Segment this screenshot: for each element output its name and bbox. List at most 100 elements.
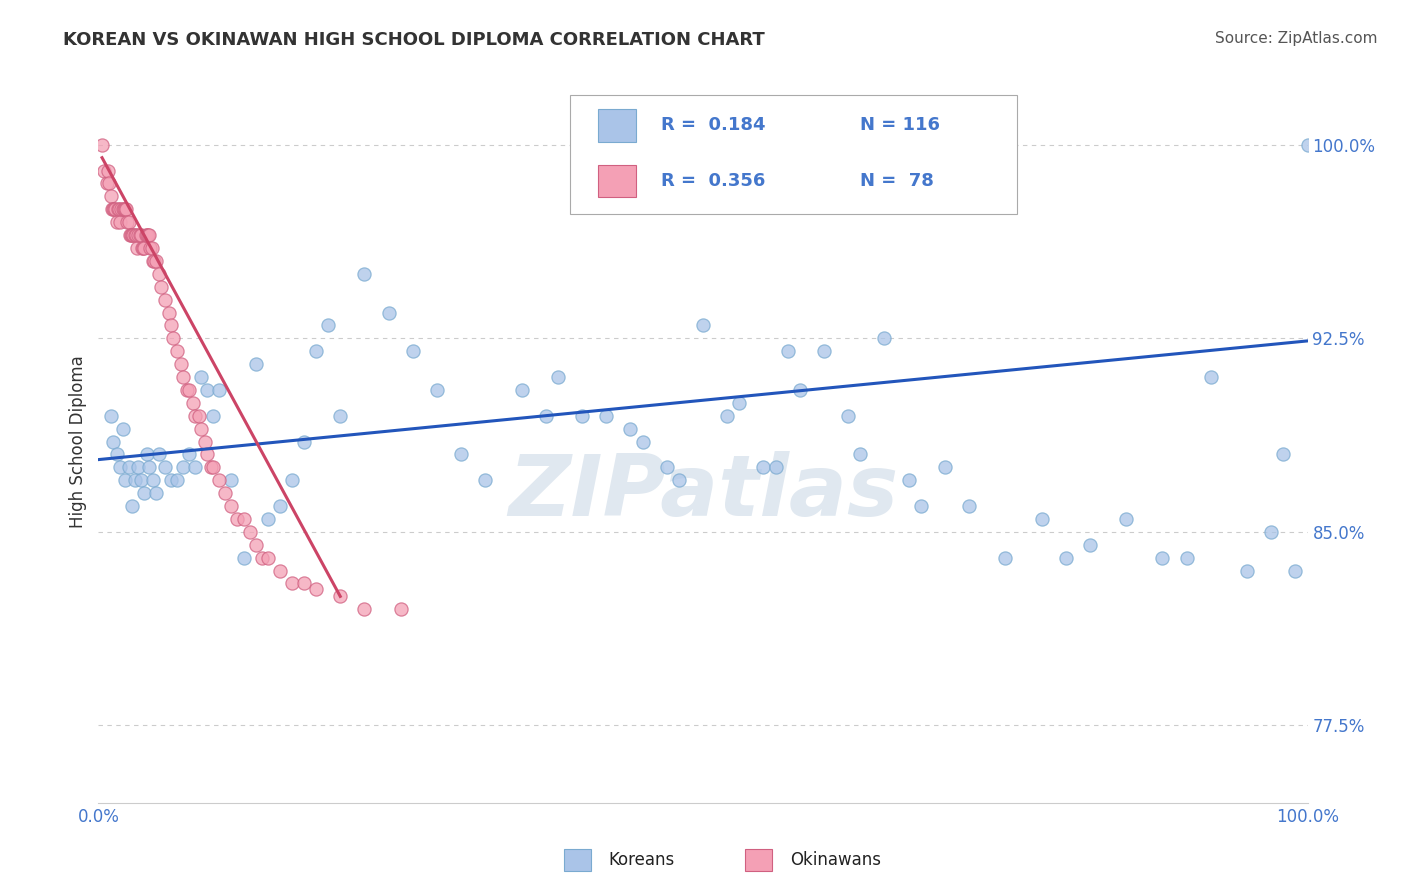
Point (108, 215, 131, 229)
Text: R =  0.356: R = 0.356 (661, 172, 765, 190)
Point (402, 344, 425, 359)
Point (190, 370, 212, 384)
Point (776, 344, 799, 359)
Point (377, 305, 399, 319)
Text: ZIPatlas: ZIPatlas (508, 450, 898, 533)
Point (111, 422, 134, 436)
Point (194, 434, 217, 449)
Point (208, 473, 231, 487)
Point (184, 460, 207, 475)
Point (316, 318, 339, 333)
Point (142, 473, 165, 487)
Point (112, 202, 135, 217)
Point (143, 254, 166, 268)
Point (510, 383, 533, 397)
Point (118, 460, 141, 475)
Point (292, 576, 315, 591)
Point (124, 473, 146, 487)
Point (292, 434, 315, 449)
Text: KOREAN VS OKINAWAN HIGH SCHOOL DIPLOMA CORRELATION CHART: KOREAN VS OKINAWAN HIGH SCHOOL DIPLOMA C… (63, 31, 765, 49)
Point (728, 396, 751, 410)
Point (1115, 512, 1137, 526)
Point (100, 189, 122, 203)
Point (245, 538, 267, 552)
Point (179, 447, 201, 461)
Point (934, 460, 956, 475)
Point (101, 202, 124, 217)
Point (239, 524, 262, 539)
Point (110, 202, 132, 217)
Point (221, 499, 243, 513)
Point (118, 228, 141, 243)
Point (117, 215, 139, 229)
Point (426, 383, 449, 397)
Point (104, 202, 127, 217)
Point (96, 177, 118, 191)
Bar (564, 849, 591, 871)
Point (172, 460, 194, 475)
Point (108, 460, 131, 475)
Point (157, 305, 180, 319)
Point (107, 202, 129, 217)
Point (129, 473, 152, 487)
Point (121, 499, 143, 513)
Point (716, 409, 738, 423)
Bar (598, 165, 637, 197)
Point (184, 409, 207, 423)
Text: Koreans: Koreans (609, 851, 675, 870)
Point (160, 473, 183, 487)
Point (166, 344, 188, 359)
Point (208, 383, 231, 397)
Point (232, 550, 254, 565)
Point (269, 499, 291, 513)
Point (138, 228, 160, 243)
Point (595, 409, 617, 423)
Point (169, 357, 191, 371)
Point (91, 137, 114, 152)
Point (190, 422, 212, 436)
Point (127, 241, 149, 255)
Point (897, 473, 920, 487)
Point (135, 228, 157, 243)
Point (245, 357, 267, 371)
Point (172, 370, 194, 384)
Point (127, 228, 149, 243)
Point (329, 590, 352, 604)
Point (181, 396, 204, 410)
Point (353, 602, 375, 616)
Point (752, 460, 775, 475)
Point (474, 473, 496, 487)
Point (571, 409, 593, 423)
Point (166, 473, 188, 487)
Text: R =  0.184: R = 0.184 (661, 117, 765, 135)
Point (305, 582, 328, 596)
Point (256, 512, 278, 526)
Point (692, 318, 714, 333)
Point (179, 383, 201, 397)
Point (139, 241, 162, 255)
Point (162, 331, 184, 345)
Bar (745, 849, 772, 871)
Point (114, 202, 136, 217)
Point (111, 202, 134, 217)
Point (1236, 564, 1258, 578)
Point (200, 460, 222, 475)
Point (1272, 447, 1295, 461)
Point (668, 473, 690, 487)
Point (214, 486, 236, 500)
Point (103, 202, 125, 217)
Point (1175, 550, 1198, 565)
Point (129, 228, 152, 243)
Point (789, 383, 811, 397)
Point (145, 254, 167, 268)
Point (115, 202, 138, 217)
Point (134, 486, 156, 500)
Point (202, 460, 225, 475)
Point (450, 447, 472, 461)
Point (765, 460, 787, 475)
Point (121, 228, 143, 243)
Point (128, 228, 150, 243)
Point (148, 267, 170, 281)
Point (1296, 137, 1319, 152)
Point (195, 383, 218, 397)
